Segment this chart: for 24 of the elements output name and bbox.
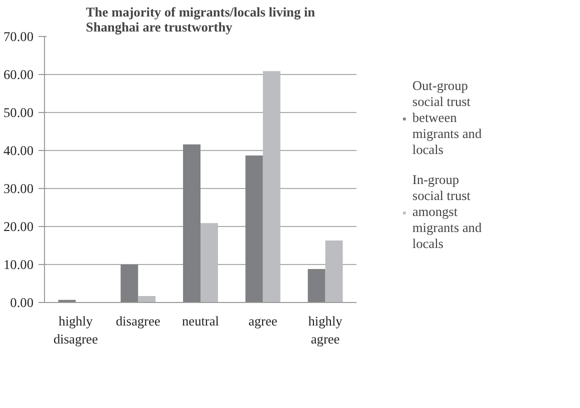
bar (308, 269, 326, 302)
y-tick-label: 70.00 (4, 29, 34, 44)
x-tick-label: disagree (116, 314, 160, 328)
legend-label: Out-group social trust between migrants and locals (412, 78, 482, 158)
bar (183, 144, 200, 302)
y-tick-label: 0.00 (10, 295, 34, 310)
chart-title: The majority of migrants/locals living in Shanghai are trustworthy (86, 4, 316, 34)
x-tick-label: highly disagree (54, 314, 98, 346)
x-tick-label: neutral (182, 314, 220, 328)
y-tick-label: 60.00 (4, 67, 34, 82)
bar (138, 296, 156, 302)
y-tick-label: 40.00 (4, 143, 34, 158)
y-tick-label: 50.00 (4, 105, 34, 120)
bar (200, 223, 218, 302)
x-tick-label: agree (248, 314, 278, 328)
bar (245, 155, 263, 302)
legend-label: In-group social trust amongst migrants and locals (412, 172, 482, 252)
bar (262, 71, 280, 302)
bar (325, 240, 343, 302)
y-tick-label: 20.00 (4, 219, 34, 234)
bar (120, 264, 138, 302)
y-tick-label: 30.00 (4, 181, 34, 196)
y-tick-label: 10.00 (4, 257, 34, 272)
x-tick-label: highly agree (308, 314, 343, 346)
